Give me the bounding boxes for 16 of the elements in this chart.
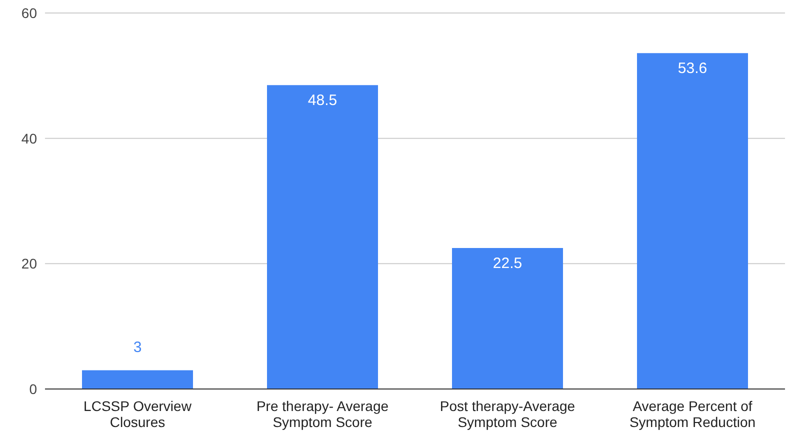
bar bbox=[267, 85, 378, 389]
y-tick-label: 40 bbox=[21, 130, 38, 146]
bar bbox=[82, 370, 193, 389]
x-tick-label: LCSSP Overview Closures bbox=[84, 398, 192, 430]
y-tick-label: 0 bbox=[29, 380, 38, 397]
x-tick-label: Post therapy-Average Symptom Score bbox=[440, 398, 576, 430]
y-tick-label: 60 bbox=[21, 4, 38, 21]
bar bbox=[637, 53, 748, 389]
bar bbox=[452, 248, 563, 389]
data-label: 48.5 bbox=[308, 92, 338, 110]
x-tick-label: Pre therapy- Average Symptom Score bbox=[256, 398, 389, 430]
data-label: 53.6 bbox=[678, 60, 708, 78]
data-label: 22.5 bbox=[492, 255, 522, 272]
data-label: 3 bbox=[133, 339, 142, 356]
y-tick-label: 20 bbox=[21, 256, 38, 272]
x-tick-label: Average Percent of Symptom Reduction bbox=[629, 398, 756, 430]
